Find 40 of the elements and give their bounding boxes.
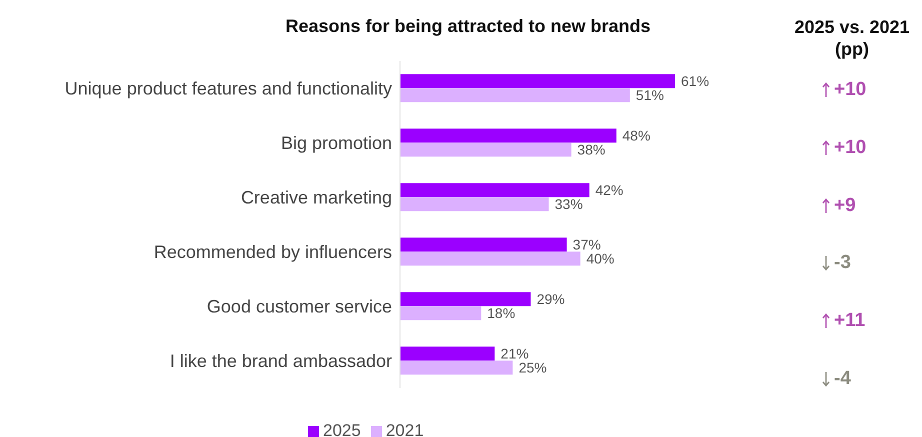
bar — [400, 74, 675, 88]
bar — [400, 88, 630, 102]
chart-title: Reasons for being attracted to new brands — [284, 16, 652, 37]
y-tick-label: Recommended by influencers — [154, 242, 392, 262]
text: +10 — [834, 136, 866, 159]
data-label: 48% — [622, 128, 650, 144]
bar — [400, 346, 495, 361]
data-label: 21% — [500, 346, 529, 362]
bar — [400, 292, 531, 306]
y-tick-label: Unique product features and functionality — [64, 78, 392, 99]
legend-label: 2021 — [386, 421, 424, 437]
data-label: 51% — [636, 87, 664, 104]
data-label: 25% — [518, 360, 547, 376]
text: +9 — [834, 194, 856, 217]
data-label: 42% — [595, 182, 624, 198]
legend-label: 2025 — [323, 421, 361, 437]
text: +11 — [834, 310, 866, 332]
bar — [400, 360, 513, 375]
bar — [400, 183, 590, 198]
bar — [400, 197, 549, 212]
y-tick-label: Creative marketing — [240, 188, 392, 208]
text: -4 — [834, 368, 851, 390]
text: 2025 vs. 2021 (pp) — [793, 16, 911, 60]
text: -3 — [834, 252, 851, 274]
bar — [400, 306, 482, 320]
bar — [400, 142, 572, 157]
data-label: 40% — [586, 250, 614, 267]
data-label: 33% — [554, 196, 583, 212]
bar — [400, 252, 580, 266]
text: +10 — [834, 78, 866, 101]
data-label: 61% — [681, 73, 710, 90]
data-label: 29% — [536, 291, 565, 308]
bar — [400, 238, 567, 252]
y-tick-label: Big promotion — [280, 133, 392, 154]
data-label: 37% — [572, 236, 601, 253]
data-label: 18% — [487, 305, 516, 322]
y-tick-label: I like the brand ambassador — [170, 351, 392, 372]
data-label: 38% — [577, 142, 606, 158]
y-tick-label: Good customer service — [206, 296, 392, 317]
bar — [400, 128, 616, 143]
